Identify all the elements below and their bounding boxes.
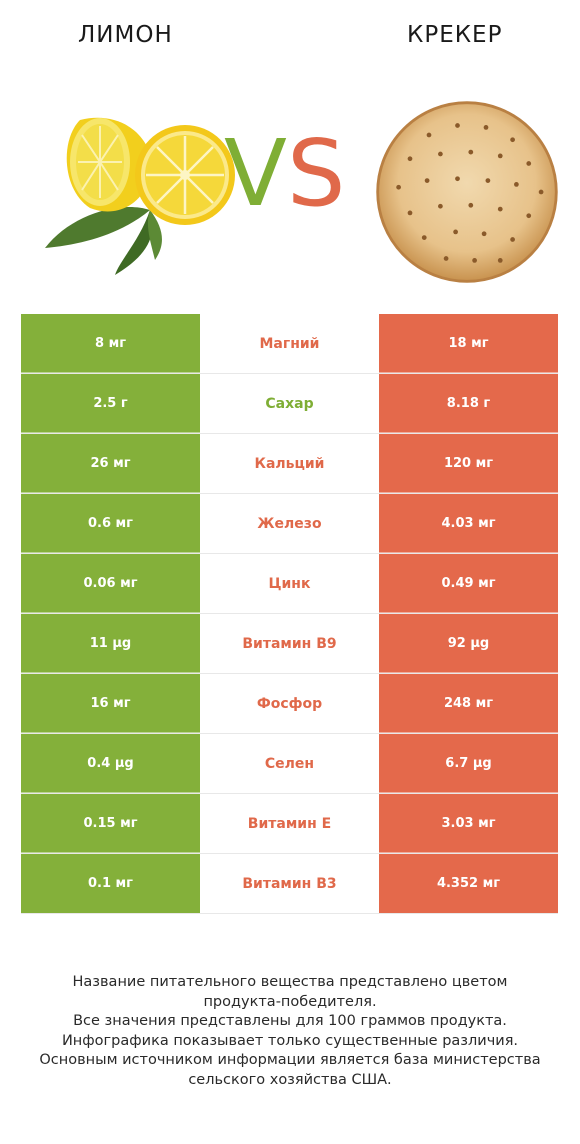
left-value: 0.1 мг bbox=[21, 854, 200, 913]
table-row: 0.6 мг Железо 4.03 мг bbox=[21, 494, 558, 554]
nutrient-name: Сахар bbox=[200, 374, 379, 433]
footer-line: Название питательного вещества представл… bbox=[72, 974, 508, 990]
nutrient-name: Селен bbox=[200, 734, 379, 793]
left-value: 16 мг bbox=[21, 674, 200, 733]
right-value: 4.03 мг bbox=[379, 494, 558, 553]
table-row: 8 мг Магний 18 мг bbox=[21, 314, 558, 374]
table-row: 0.4 µg Селен 6.7 µg bbox=[21, 734, 558, 794]
right-value: 6.7 µg bbox=[379, 734, 558, 793]
comparison-table: 8 мг Магний 18 мг 2.5 г Сахар 8.18 г 26 мг Каль… bbox=[21, 314, 558, 914]
footer-line: Все значения представлены для 100 граммо… bbox=[73, 1013, 507, 1029]
footer-notes: Название питательного вещества представл… bbox=[20, 973, 560, 1090]
footer-line: сельского хозяйства США. bbox=[188, 1071, 392, 1088]
right-value: 0.49 мг bbox=[379, 554, 558, 613]
footer-line: Инфографика показывает только существенн… bbox=[61, 1032, 519, 1049]
footer-line: продукта-победителя. bbox=[203, 993, 377, 1010]
table-row: 2.5 г Сахар 8.18 г bbox=[21, 374, 558, 434]
right-value: 120 мг bbox=[379, 434, 558, 493]
right-value: 8.18 г bbox=[379, 374, 558, 433]
right-value: 248 мг bbox=[379, 674, 558, 733]
nutrient-name: Кальций bbox=[200, 434, 379, 493]
cracker-image bbox=[376, 101, 558, 283]
nutrient-name: Витамин B9 bbox=[200, 614, 379, 673]
nutrient-name: Витамин B3 bbox=[200, 854, 379, 913]
left-food-title: ЛИМОН bbox=[78, 22, 173, 48]
vs-letter-s: S bbox=[286, 120, 346, 227]
left-value: 8 мг bbox=[21, 314, 200, 373]
right-value: 18 мг bbox=[379, 314, 558, 373]
table-row: 0.06 мг Цинк 0.49 мг bbox=[21, 554, 558, 614]
table-row: 0.1 мг Витамин B3 4.352 мг bbox=[21, 854, 558, 914]
footer-line: Основным источником информации является … bbox=[39, 1052, 541, 1068]
left-value: 0.15 мг bbox=[21, 794, 200, 853]
right-value: 92 µg bbox=[379, 614, 558, 673]
nutrient-name: Железо bbox=[200, 494, 379, 553]
table-row: 16 мг Фосфор 248 мг bbox=[21, 674, 558, 734]
table-row: 11 µg Витамин B9 92 µg bbox=[21, 614, 558, 674]
vs-letter-v: V bbox=[224, 120, 287, 227]
left-value: 11 µg bbox=[21, 614, 200, 673]
left-value: 2.5 г bbox=[21, 374, 200, 433]
left-value: 0.4 µg bbox=[21, 734, 200, 793]
nutrient-name: Фосфор bbox=[200, 674, 379, 733]
right-value: 4.352 мг bbox=[379, 854, 558, 913]
lemon-image bbox=[45, 117, 235, 275]
left-value: 0.6 мг bbox=[21, 494, 200, 553]
right-food-title: КРЕКЕР bbox=[407, 22, 503, 48]
table-row: 26 мг Кальций 120 мг bbox=[21, 434, 558, 494]
table-row: 0.15 мг Витамин E 3.03 мг bbox=[21, 794, 558, 854]
nutrient-name: Магний bbox=[200, 314, 379, 373]
versus-label: VS bbox=[224, 128, 345, 220]
left-value: 26 мг bbox=[21, 434, 200, 493]
nutrient-name: Цинк bbox=[200, 554, 379, 613]
nutrient-name: Витамин E bbox=[200, 794, 379, 853]
left-value: 0.06 мг bbox=[21, 554, 200, 613]
right-value: 3.03 мг bbox=[379, 794, 558, 853]
